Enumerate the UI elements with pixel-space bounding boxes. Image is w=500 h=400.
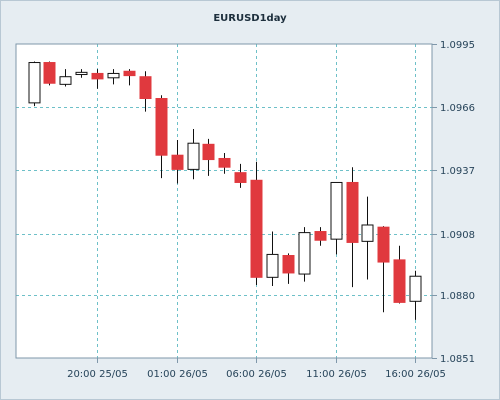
candle-body-bearish	[139, 76, 152, 100]
candle-body-bearish	[155, 98, 168, 156]
candle	[314, 227, 327, 246]
candle-body-bearish	[250, 179, 263, 278]
candle	[361, 196, 374, 280]
candle	[377, 226, 390, 313]
candle-body-bearish	[282, 255, 295, 274]
candle-body-bullish	[75, 71, 88, 76]
candle	[218, 153, 231, 174]
candle-body-bearish	[202, 143, 215, 161]
candle-body-bullish	[298, 232, 311, 275]
candle-body-bearish	[91, 72, 104, 80]
y-tick-label: 1.0937	[440, 166, 475, 177]
candle	[123, 69, 136, 86]
x-tick-label: 01:00 26/05	[147, 369, 208, 380]
candle-body-bullish	[187, 142, 200, 170]
candle-body-bearish	[123, 70, 136, 77]
candle-body-bullish	[330, 181, 343, 240]
y-tick-label: 1.0880	[440, 291, 475, 302]
candle-body-bearish	[393, 259, 406, 303]
candle-body-bullish	[59, 76, 72, 85]
y-axis: 1.0995 1.0966 1.0937 1.0908 1.0880 1.0851	[432, 40, 475, 365]
candle	[393, 245, 406, 304]
candle-body-bearish	[43, 62, 56, 84]
candle	[155, 95, 168, 179]
x-tick-label: 06:00 26/05	[226, 369, 287, 380]
candle	[171, 139, 184, 184]
candle	[43, 61, 56, 86]
candle	[298, 227, 311, 282]
candle	[28, 61, 41, 107]
candle	[107, 69, 120, 85]
x-tick-label: 16:00 26/05	[385, 369, 446, 380]
chart-title: EURUSD1day	[213, 13, 287, 24]
candle	[234, 163, 247, 188]
candle-body-bullish	[409, 275, 422, 302]
candle	[139, 71, 152, 112]
candle	[266, 231, 279, 287]
y-tick-label: 1.0908	[440, 230, 475, 241]
candle	[330, 181, 343, 255]
candle-body-bearish	[218, 157, 231, 168]
candle-body-bullish	[361, 224, 374, 242]
candle-body-bearish	[171, 154, 184, 170]
candle-body-bullish	[107, 72, 120, 79]
candle	[250, 161, 263, 285]
candle	[187, 129, 200, 180]
x-tick-label: 11:00 26/05	[306, 369, 367, 380]
y-tick-label: 1.0851	[440, 354, 475, 365]
candle-body-bearish	[314, 231, 327, 241]
candle	[75, 69, 88, 78]
x-axis: 20:00 25/05 01:00 26/05 06:00 26/05 11:00 2…	[67, 358, 446, 380]
candle-body-bearish	[377, 226, 390, 263]
x-tick-label: 20:00 25/05	[67, 369, 128, 380]
y-tick-label: 1.0995	[440, 40, 475, 51]
candles	[28, 61, 422, 320]
plot-area	[16, 44, 432, 358]
plot-border	[15, 43, 433, 359]
candle-body-bearish	[346, 181, 359, 243]
candle-body-bullish	[266, 253, 279, 278]
candle-body-bullish	[28, 62, 41, 104]
candle	[91, 69, 104, 89]
candle	[282, 253, 295, 284]
candle	[346, 167, 359, 288]
candle	[202, 138, 215, 176]
y-tick-label: 1.0966	[440, 103, 475, 114]
candle-body-bearish	[234, 172, 247, 183]
candle	[409, 270, 422, 320]
candle	[59, 69, 72, 87]
